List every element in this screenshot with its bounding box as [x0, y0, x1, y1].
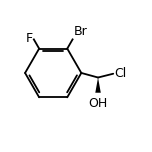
- Text: OH: OH: [88, 97, 108, 110]
- Text: Cl: Cl: [114, 67, 126, 80]
- Text: Br: Br: [73, 25, 87, 38]
- Polygon shape: [95, 78, 101, 93]
- Text: F: F: [26, 32, 33, 45]
